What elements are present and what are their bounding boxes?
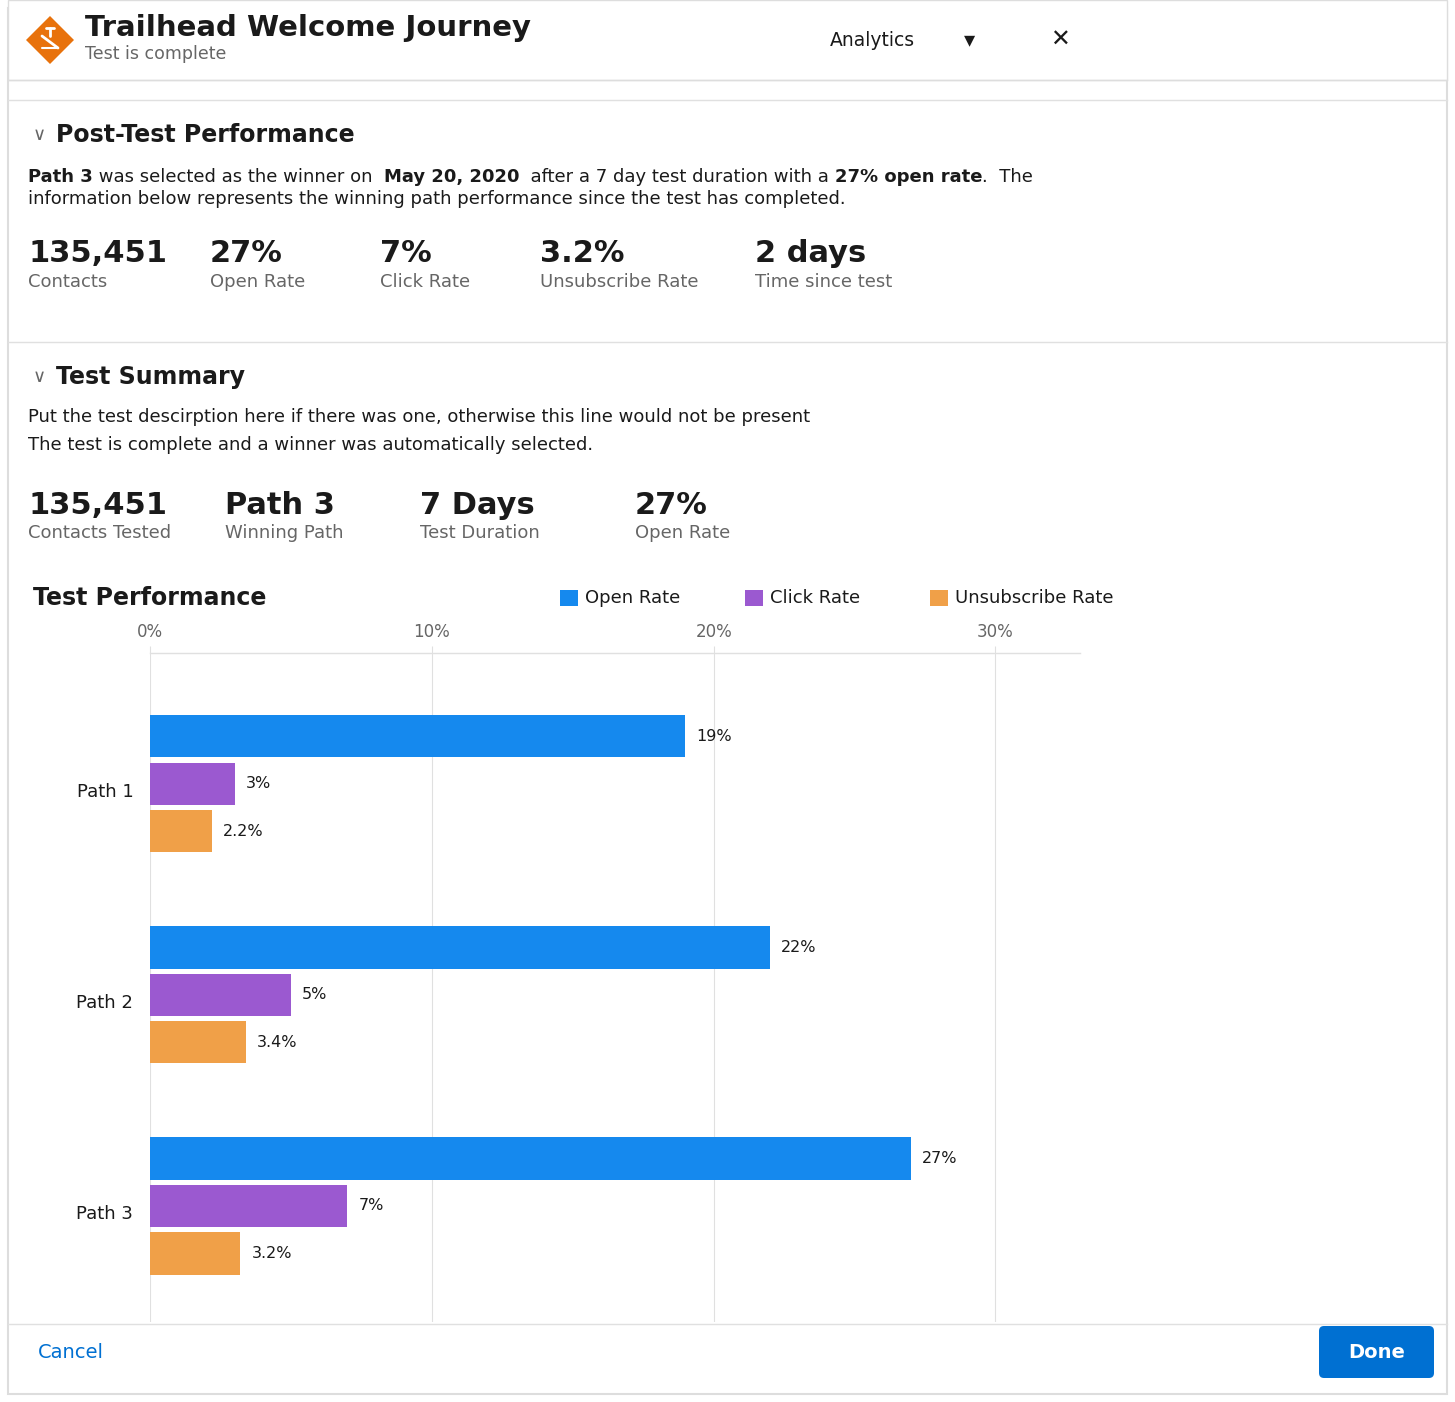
FancyBboxPatch shape (1320, 1326, 1435, 1378)
Bar (150, 1232, 240, 1274)
Text: 22%: 22% (781, 939, 816, 955)
Text: 2.2%: 2.2% (223, 824, 263, 838)
Polygon shape (26, 15, 74, 64)
Bar (150, 763, 234, 805)
Bar (150, 715, 685, 757)
Text: May 20, 2020: May 20, 2020 (384, 168, 519, 186)
Bar (7, 0, 1448, 80)
Text: Trailhead Welcome Journey: Trailhead Welcome Journey (84, 14, 531, 42)
Bar (150, 1021, 246, 1064)
Text: Test Summary: Test Summary (55, 365, 244, 388)
Text: Post-Test Performance: Post-Test Performance (55, 123, 355, 147)
Text: Open Rate: Open Rate (585, 589, 681, 607)
Text: 135,451: 135,451 (28, 491, 167, 520)
Text: 5%: 5% (303, 987, 327, 1002)
Text: 3%: 3% (246, 777, 271, 791)
Bar (150, 1137, 911, 1179)
Bar (560, 590, 578, 606)
Text: 3.4%: 3.4% (258, 1035, 298, 1050)
Text: ∨: ∨ (33, 367, 47, 386)
Text: ✕: ✕ (1051, 28, 1069, 52)
Text: 135,451: 135,451 (28, 240, 167, 269)
Bar (150, 927, 770, 969)
Text: Unsubscribe Rate: Unsubscribe Rate (540, 273, 698, 292)
Text: 27% open rate: 27% open rate (835, 168, 982, 186)
Text: 7%: 7% (380, 240, 432, 269)
Text: was selected as the winner on: was selected as the winner on (93, 168, 384, 186)
Text: 27%: 27% (634, 491, 709, 520)
Text: Open Rate: Open Rate (634, 524, 730, 543)
Text: Winning Path: Winning Path (226, 524, 343, 543)
Text: Time since test: Time since test (755, 273, 892, 292)
Text: 7%: 7% (358, 1199, 384, 1213)
Text: 7 Days: 7 Days (420, 491, 535, 520)
Bar (150, 810, 212, 852)
Text: Test is complete: Test is complete (84, 45, 227, 63)
Text: Click Rate: Click Rate (770, 589, 860, 607)
Bar (745, 590, 762, 606)
Text: .  The: . The (982, 168, 1033, 186)
Bar (150, 1185, 348, 1227)
Text: ▾: ▾ (965, 29, 975, 50)
Text: 2 days: 2 days (755, 240, 866, 269)
Text: Unsubscribe Rate: Unsubscribe Rate (954, 589, 1113, 607)
Text: Contacts Tested: Contacts Tested (28, 524, 172, 543)
Text: The test is complete and a winner was automatically selected.: The test is complete and a winner was au… (28, 436, 594, 454)
Text: Open Rate: Open Rate (210, 273, 306, 292)
Text: Done: Done (1349, 1343, 1406, 1361)
Bar (150, 974, 291, 1016)
Text: 27%: 27% (922, 1151, 957, 1166)
Text: Path 3: Path 3 (28, 168, 93, 186)
Text: 3.2%: 3.2% (252, 1246, 292, 1260)
Text: after a 7 day test duration with a: after a 7 day test duration with a (519, 168, 835, 186)
Text: Put the test descirption here if there was one, otherwise this line would not be: Put the test descirption here if there w… (28, 408, 810, 426)
Text: ∨: ∨ (33, 126, 47, 144)
Text: Click Rate: Click Rate (380, 273, 470, 292)
Text: Test Performance: Test Performance (33, 586, 266, 610)
Text: 27%: 27% (210, 240, 282, 269)
Text: Analytics: Analytics (829, 31, 915, 49)
FancyBboxPatch shape (7, 8, 1448, 1394)
Text: 19%: 19% (697, 729, 732, 744)
Text: Cancel: Cancel (38, 1343, 103, 1361)
Text: Path 3: Path 3 (226, 491, 335, 520)
Text: 3.2%: 3.2% (540, 240, 624, 269)
Text: Test Duration: Test Duration (420, 524, 540, 543)
Text: Contacts: Contacts (28, 273, 108, 292)
Bar (930, 590, 949, 606)
Text: information below represents the winning path performance since the test has com: information below represents the winning… (28, 191, 845, 207)
